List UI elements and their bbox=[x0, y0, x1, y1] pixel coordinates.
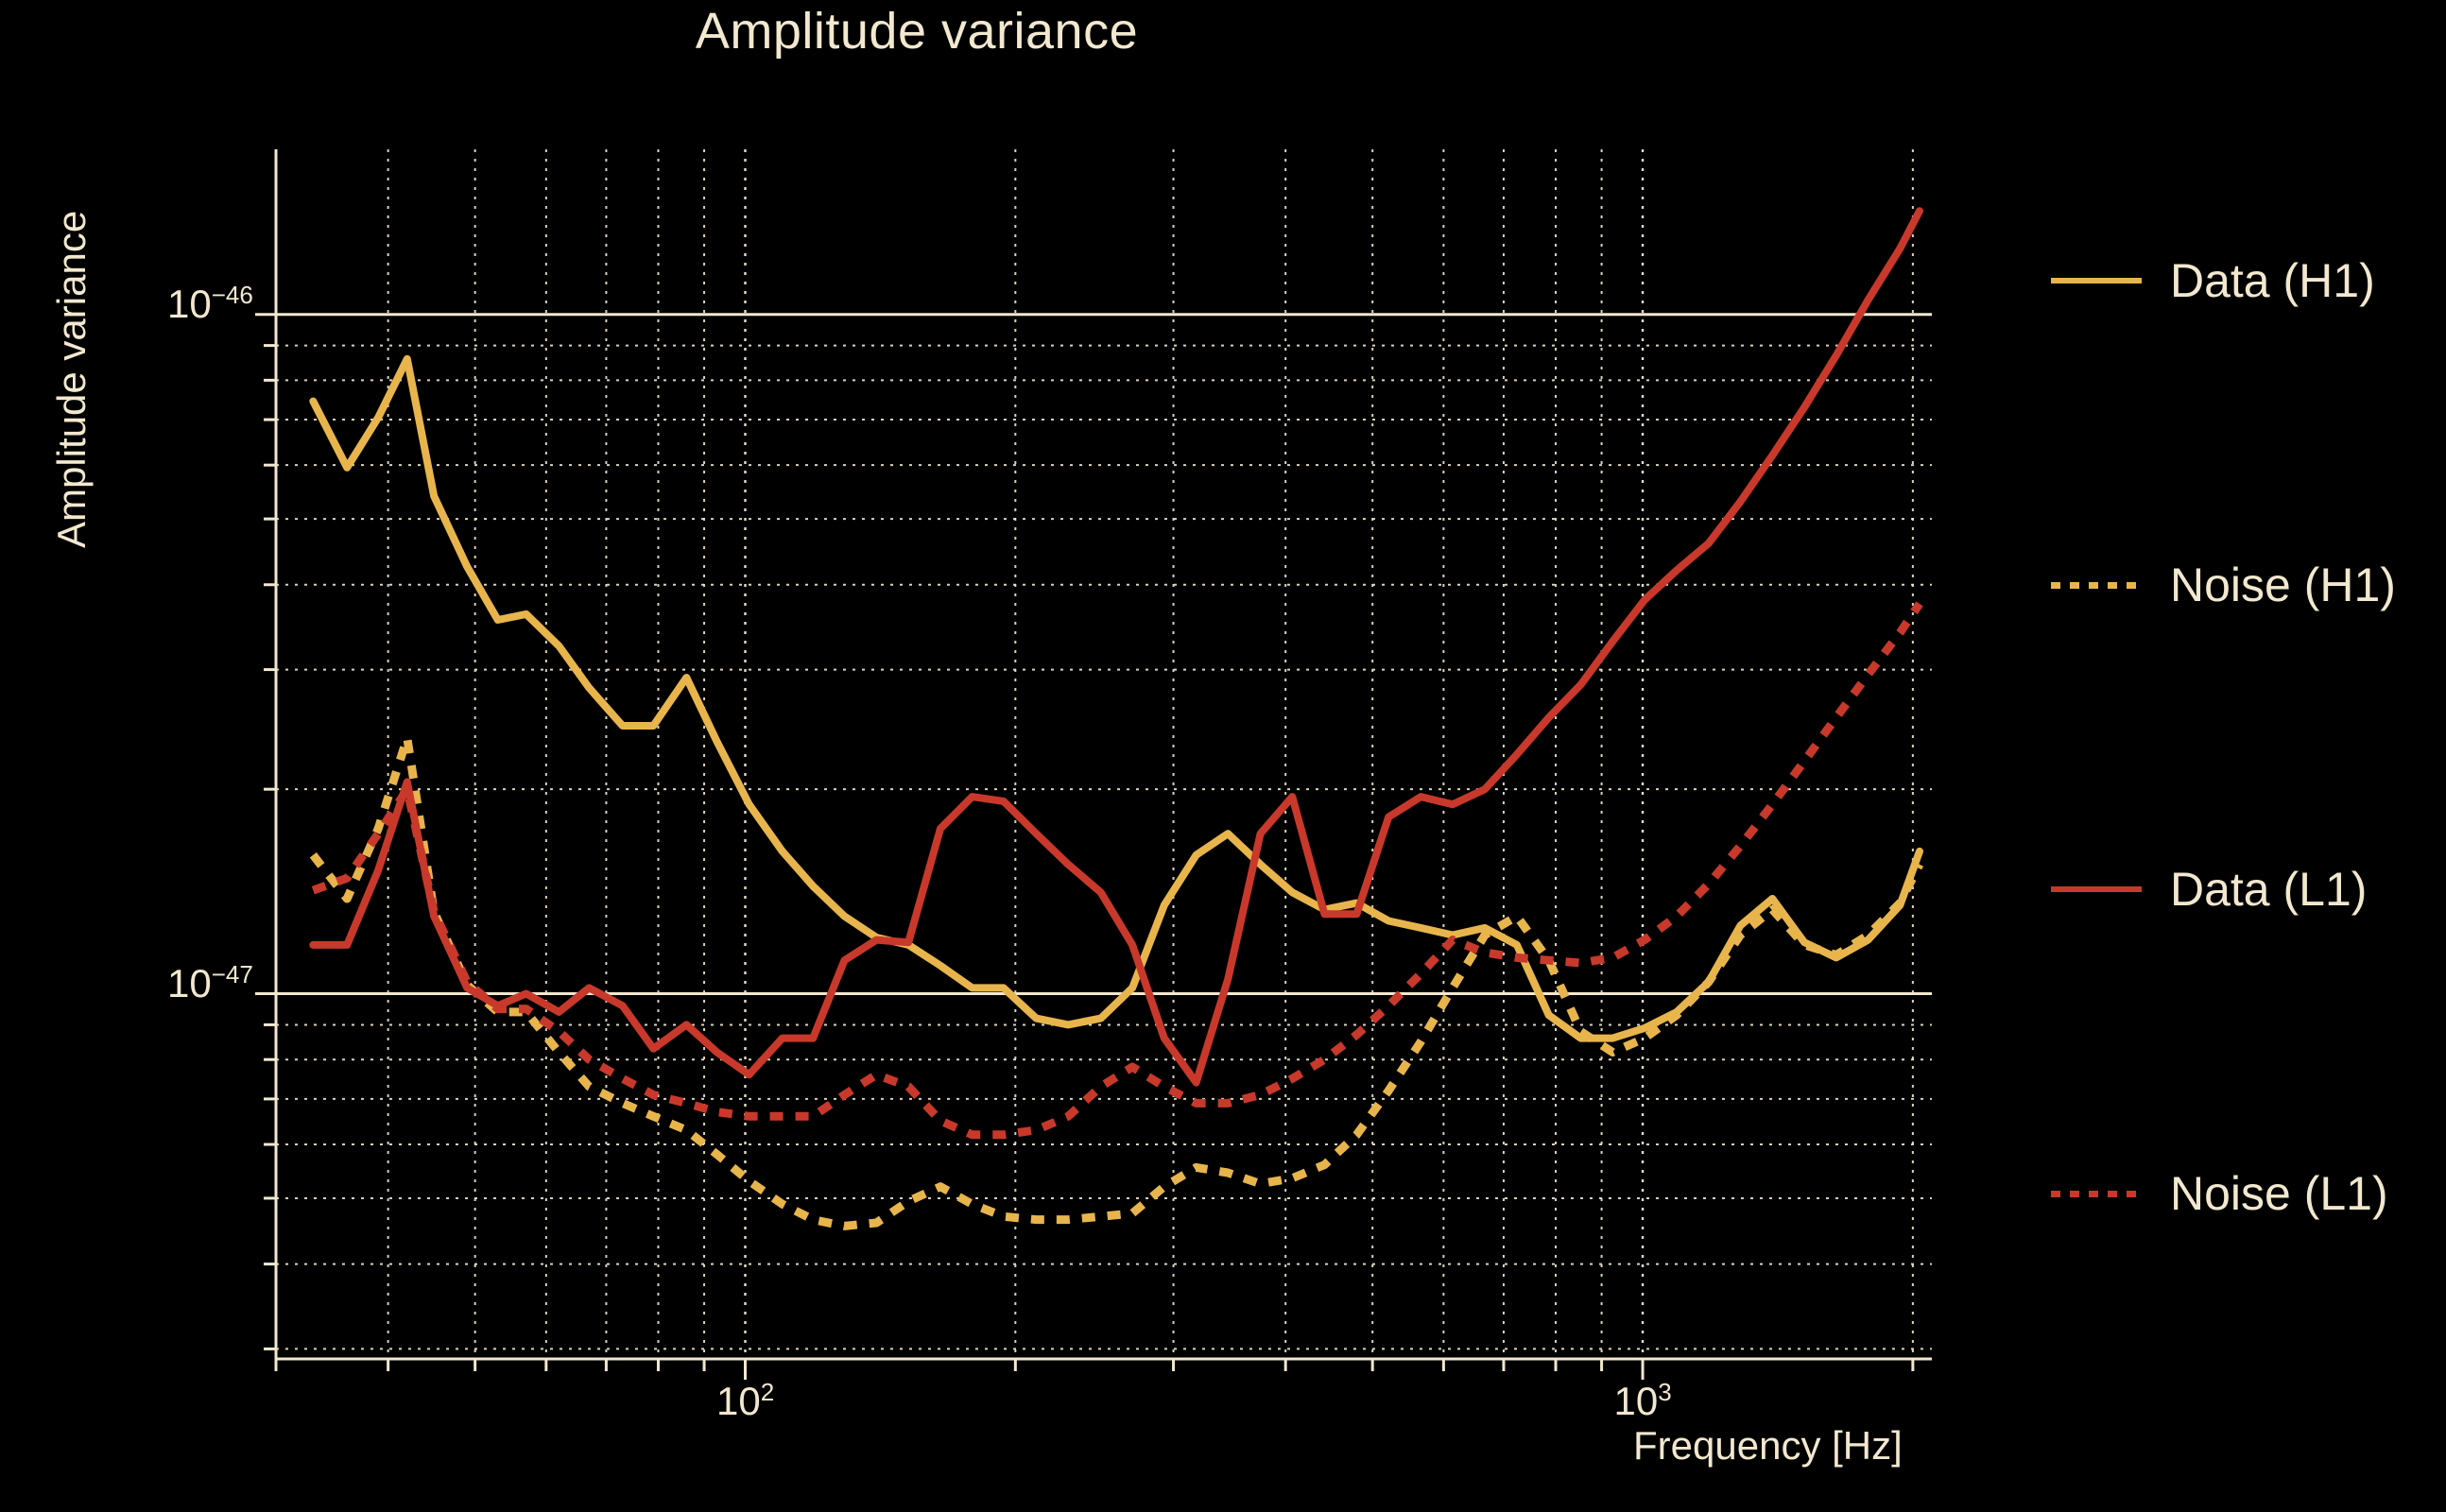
legend-item[interactable]: Data (H1) bbox=[2051, 253, 2375, 308]
legend-swatch-dotted-icon bbox=[2051, 581, 2142, 589]
x-tick-label: 103 bbox=[1613, 1378, 1672, 1423]
legend-swatch-solid-icon bbox=[2051, 886, 2142, 892]
legend-label: Noise (L1) bbox=[2170, 1167, 2388, 1220]
legend-item[interactable]: Data (L1) bbox=[2051, 862, 2367, 917]
y-tick-label: 10−46 bbox=[167, 280, 253, 326]
y-tick-label: 10−47 bbox=[167, 959, 253, 1005]
legend-swatch-solid-icon bbox=[2051, 278, 2142, 284]
x-tick-label: 102 bbox=[715, 1378, 775, 1423]
series-line-noise-h1 bbox=[309, 733, 1924, 1230]
legend-label: Data (H1) bbox=[2170, 254, 2375, 307]
series-line-data-h1 bbox=[309, 354, 1923, 1042]
legend-swatch-dotted-icon bbox=[2051, 1190, 2142, 1197]
chart-title: Amplitude variance bbox=[695, 3, 1139, 60]
series-line-noise-l1 bbox=[311, 601, 1923, 1140]
legend-label: Noise (H1) bbox=[2170, 558, 2396, 611]
legend-item[interactable]: Noise (L1) bbox=[2051, 1166, 2388, 1221]
legend-label: Data (L1) bbox=[2170, 863, 2368, 916]
series-line-data-l1 bbox=[309, 207, 1923, 1087]
legend-item[interactable]: Noise (H1) bbox=[2051, 558, 2396, 612]
x-axis-label: Frequency [Hz] bbox=[1633, 1423, 1903, 1468]
